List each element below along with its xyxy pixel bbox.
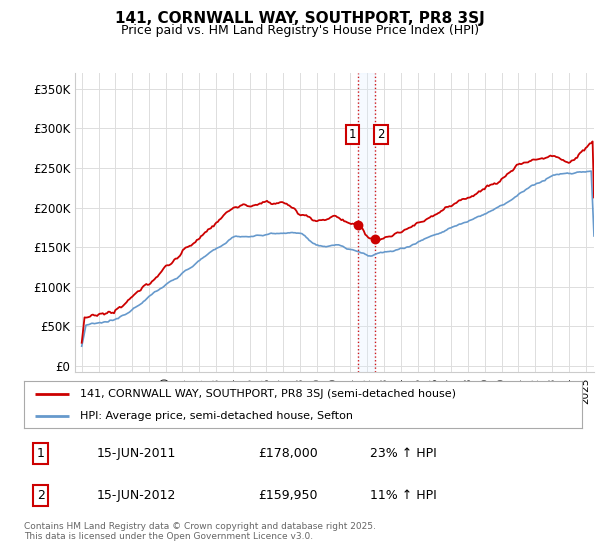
Text: 23% ↑ HPI: 23% ↑ HPI bbox=[370, 447, 437, 460]
Point bbox=[370, 235, 380, 244]
Text: 2: 2 bbox=[37, 489, 44, 502]
Text: 141, CORNWALL WAY, SOUTHPORT, PR8 3SJ: 141, CORNWALL WAY, SOUTHPORT, PR8 3SJ bbox=[115, 11, 485, 26]
Text: 11% ↑ HPI: 11% ↑ HPI bbox=[370, 489, 437, 502]
Text: 15-JUN-2011: 15-JUN-2011 bbox=[97, 447, 176, 460]
Point bbox=[353, 221, 363, 230]
Text: Price paid vs. HM Land Registry's House Price Index (HPI): Price paid vs. HM Land Registry's House … bbox=[121, 24, 479, 36]
Text: £178,000: £178,000 bbox=[259, 447, 318, 460]
Text: £159,950: £159,950 bbox=[259, 489, 318, 502]
Text: 15-JUN-2012: 15-JUN-2012 bbox=[97, 489, 176, 502]
Text: 1: 1 bbox=[349, 128, 356, 141]
Text: 2: 2 bbox=[377, 128, 385, 141]
Text: HPI: Average price, semi-detached house, Sefton: HPI: Average price, semi-detached house,… bbox=[80, 411, 353, 421]
Text: Contains HM Land Registry data © Crown copyright and database right 2025.
This d: Contains HM Land Registry data © Crown c… bbox=[24, 522, 376, 542]
Text: 1: 1 bbox=[37, 447, 44, 460]
Bar bbox=[358, 73, 375, 372]
Text: 141, CORNWALL WAY, SOUTHPORT, PR8 3SJ (semi-detached house): 141, CORNWALL WAY, SOUTHPORT, PR8 3SJ (s… bbox=[80, 389, 456, 399]
